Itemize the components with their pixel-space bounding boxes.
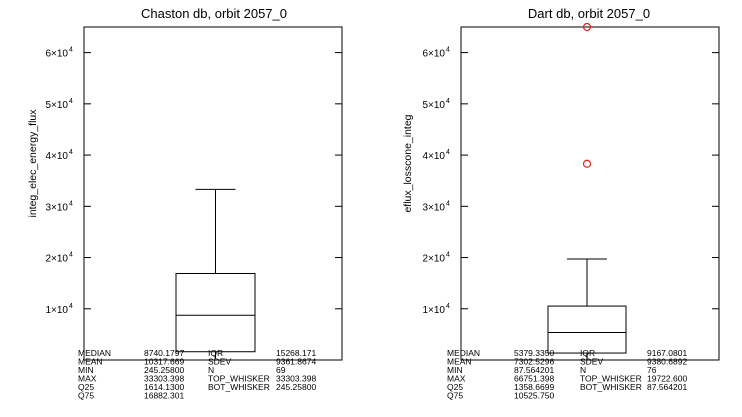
y-tick-exponent: 4	[69, 303, 73, 310]
stats-value: 7302.5296	[514, 357, 554, 367]
stats-key: IQR	[580, 348, 595, 358]
stats-value: 87.564201	[647, 382, 687, 392]
stats-value: 16882.301	[144, 391, 184, 401]
y-tick-label: 4×10	[422, 151, 445, 162]
stats-value: 1614.1300	[144, 382, 184, 392]
chart-title: Chaston db, orbit 2057_0	[141, 6, 287, 21]
y-tick-label: 1×10	[45, 305, 68, 316]
stats-key: N	[208, 365, 214, 375]
y-tick-label: 4×10	[45, 151, 68, 162]
stats-value: 245.25800	[144, 365, 184, 375]
y-tick-exponent: 4	[446, 47, 450, 54]
stats-value: 9167.0801	[647, 348, 687, 358]
stats-value: 69	[276, 365, 286, 375]
plot-frame	[83, 26, 343, 361]
stats-value: 1358.6699	[514, 382, 554, 392]
y-tick-label: 5×10	[422, 100, 445, 111]
chart-title: Dart db, orbit 2057_0	[528, 6, 650, 21]
stats-value: 76	[647, 365, 657, 375]
stats-key: MEAN	[78, 357, 103, 367]
y-tick-label: 6×10	[422, 49, 445, 60]
y-tick-exponent: 4	[69, 252, 73, 259]
stats-key: MAX	[78, 374, 97, 384]
stats-key: BOT_WHISKER	[580, 382, 642, 392]
y-tick-label: 5×10	[45, 100, 68, 111]
stats-key: Q75	[78, 391, 94, 401]
stats-key: MIN	[78, 365, 94, 375]
stats-key: MIN	[447, 365, 463, 375]
stats-key: Q75	[447, 391, 463, 401]
y-tick-label: 2×10	[422, 254, 445, 265]
stats-value: 15268.171	[276, 348, 316, 358]
y-tick-exponent: 4	[446, 200, 450, 207]
y-tick-exponent: 4	[69, 98, 73, 105]
y-tick-exponent: 4	[446, 252, 450, 259]
outlier-point	[582, 22, 592, 32]
iqr-box	[547, 305, 627, 354]
y-tick-exponent: 4	[69, 200, 73, 207]
stats-value: 9380.6892	[647, 357, 687, 367]
stats-key: Q25	[447, 382, 463, 392]
stats-key: MEAN	[447, 357, 472, 367]
y-tick-exponent: 4	[446, 303, 450, 310]
stats-key: MEDIAN	[78, 348, 111, 358]
y-tick-exponent: 4	[69, 149, 73, 156]
y-tick-exponent: 4	[446, 149, 450, 156]
stats-key: MEDIAN	[447, 348, 480, 358]
iqr-box	[175, 273, 256, 353]
stats-value: 9361.8674	[276, 357, 316, 367]
y-axis-label: integ_elec_energy_flux	[27, 109, 39, 218]
stats-value: 66751.398	[514, 374, 554, 384]
y-tick-label: 1×10	[422, 305, 445, 316]
stats-value: 19722.600	[647, 374, 687, 384]
stats-key: SDEV	[580, 357, 603, 367]
stats-key: IQR	[208, 348, 223, 358]
y-tick-label: 2×10	[45, 254, 68, 265]
stats-key: BOT_WHISKER	[208, 382, 270, 392]
outlier-point	[582, 159, 592, 168]
stats-value: 8740.1797	[144, 348, 184, 358]
y-tick-label: 3×10	[45, 202, 68, 213]
stats-key: N	[580, 365, 586, 375]
stats-value: 10317.669	[144, 357, 184, 367]
stats-key: MAX	[447, 374, 466, 384]
stats-value: 10525.750	[514, 391, 554, 401]
y-tick-label: 3×10	[422, 202, 445, 213]
stats-key: TOP_WHISKER	[580, 374, 642, 384]
chaston-panel: Chaston db, orbit 2057_0 integ_elec_energ…	[27, 6, 343, 401]
y-axis-label: eflux_losscone_integ	[402, 114, 414, 212]
stats-key: TOP_WHISKER	[208, 374, 270, 384]
stats-key: Q25	[78, 382, 94, 392]
plot-frame	[460, 26, 720, 361]
stats-value: 245.25800	[276, 382, 316, 392]
y-tick-label: 6×10	[45, 49, 68, 60]
stats-key: SDEV	[208, 357, 231, 367]
stats-value: 87.564201	[514, 365, 554, 375]
stats-value: 5379.3350	[514, 348, 554, 358]
stats-value: 33303.398	[144, 374, 184, 384]
y-tick-exponent: 4	[69, 47, 73, 54]
dart-panel: Dart db, orbit 2057_0 eflux_losscone_inte…	[402, 6, 720, 401]
y-tick-exponent: 4	[446, 98, 450, 105]
stats-value: 33303.398	[276, 374, 316, 384]
